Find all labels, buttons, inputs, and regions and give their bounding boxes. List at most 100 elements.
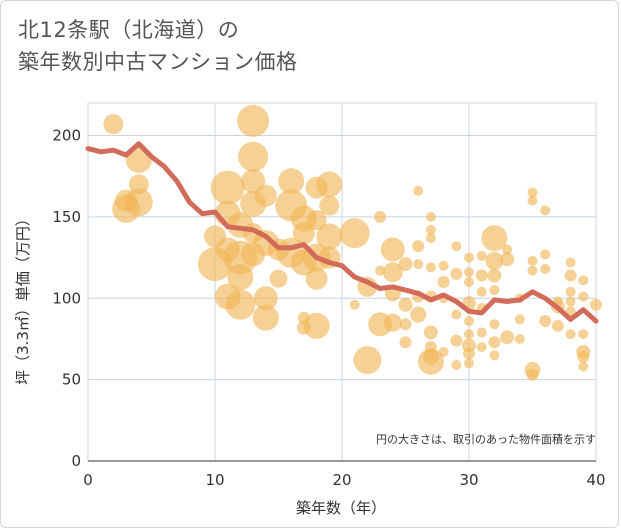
bubble-point — [316, 171, 343, 198]
bubble-point — [464, 277, 474, 287]
bubble-point — [565, 306, 576, 317]
bubble-point — [565, 296, 576, 307]
bubble-point — [254, 184, 277, 207]
bubble-point — [124, 188, 153, 217]
bubble-point — [382, 262, 403, 283]
bubble-point — [578, 275, 589, 286]
bubble-point — [481, 225, 508, 252]
bubble-point — [565, 286, 576, 297]
bubble-point — [339, 218, 370, 249]
y-tick-label: 200 — [52, 127, 81, 145]
bubble-point — [578, 329, 589, 340]
x-tick-label: 0 — [83, 471, 93, 489]
bubble-point — [539, 315, 552, 328]
bubble-point — [489, 319, 500, 330]
bubble-point — [438, 260, 449, 271]
bubble-point — [237, 104, 270, 137]
bubble-point — [103, 114, 124, 135]
trend-line — [85, 141, 599, 324]
bubble-point — [450, 334, 463, 347]
bubble-point — [399, 318, 412, 331]
trend-line-group — [85, 141, 599, 324]
bubble-point — [476, 342, 487, 353]
bubble-point — [319, 195, 340, 216]
chart-title: 北12条駅（北海道）の 築年数別中古マンション価格 — [18, 14, 298, 78]
bubble-point — [398, 297, 413, 312]
bubble-point — [425, 262, 436, 273]
bubble-point — [303, 312, 330, 339]
bubble-point — [527, 187, 538, 198]
bubble-point — [464, 358, 474, 369]
bubble-point — [464, 252, 474, 263]
bubble-point — [413, 259, 424, 270]
bubble-point — [398, 257, 413, 272]
bubble-point — [464, 267, 474, 278]
bubble-point — [476, 286, 487, 297]
bubble-point — [399, 336, 412, 349]
bubble-point — [527, 195, 538, 206]
bubble-point — [417, 348, 444, 375]
bubble-point — [464, 316, 474, 327]
bubble-point — [306, 210, 327, 231]
bubble-point — [425, 211, 436, 222]
bubble-point — [451, 241, 462, 252]
bubble-point — [380, 237, 405, 262]
bubble-point — [502, 244, 513, 255]
bubble-point — [316, 223, 343, 250]
bubble-point — [487, 268, 502, 283]
bubble-point — [485, 251, 504, 270]
bubble-point — [451, 309, 462, 320]
y-axis-label: 坪（3.3㎡）単価（万円） — [14, 211, 32, 385]
bubble-point — [451, 359, 462, 370]
bubble-point — [540, 205, 551, 216]
bubble-point — [514, 333, 525, 344]
bubble-point — [305, 267, 328, 290]
bubble-point — [423, 325, 438, 340]
bubble-point — [488, 336, 501, 349]
bubble-point — [374, 210, 387, 223]
bubble-point — [540, 249, 551, 260]
bubble-point — [238, 141, 269, 172]
bubble-point — [476, 250, 487, 261]
bubble-point — [489, 350, 500, 361]
bubble-point — [565, 329, 576, 340]
y-tick-label: 50 — [62, 371, 81, 389]
bubble-point — [269, 269, 288, 288]
bubble-point — [590, 298, 602, 311]
bubble-point — [564, 269, 577, 282]
bubble-point — [475, 269, 488, 282]
title-line-2: 築年数別中古マンション価格 — [18, 50, 298, 74]
bubble-point — [425, 233, 436, 244]
bubble-point — [500, 330, 515, 345]
x-tick-label: 40 — [586, 471, 605, 489]
bubble-point — [476, 327, 487, 338]
y-tick-label: 150 — [52, 208, 81, 226]
bubble-point — [210, 170, 245, 205]
bubble-point — [527, 265, 538, 276]
bubble-point — [489, 285, 500, 296]
bubble-point — [412, 240, 425, 253]
axes: 0 10 20 30 40 0 50 100 150 200 — [52, 127, 605, 489]
bubble-point — [349, 299, 360, 310]
bubble-point — [278, 168, 305, 195]
y-tick-label: 100 — [52, 289, 81, 307]
bubble-point — [464, 329, 474, 340]
size-note: 円の大きさは、取引のあった物件面積を示す — [376, 432, 596, 446]
bubble-point — [353, 346, 382, 375]
bubble-point — [551, 319, 564, 332]
bubble-point — [463, 347, 475, 360]
bubble-point — [437, 276, 450, 288]
bubble-point — [375, 265, 386, 276]
bubble-point — [450, 267, 463, 280]
bubble-point — [227, 264, 254, 291]
x-tick-label: 10 — [205, 471, 224, 489]
bubble-point — [540, 263, 551, 274]
bubble-point — [514, 314, 525, 325]
bubble-point — [383, 313, 402, 332]
bubble-point — [425, 224, 436, 235]
bubble-point — [578, 361, 589, 372]
bubble-point — [526, 368, 539, 381]
x-axis-label: 築年数（年） — [296, 499, 386, 517]
